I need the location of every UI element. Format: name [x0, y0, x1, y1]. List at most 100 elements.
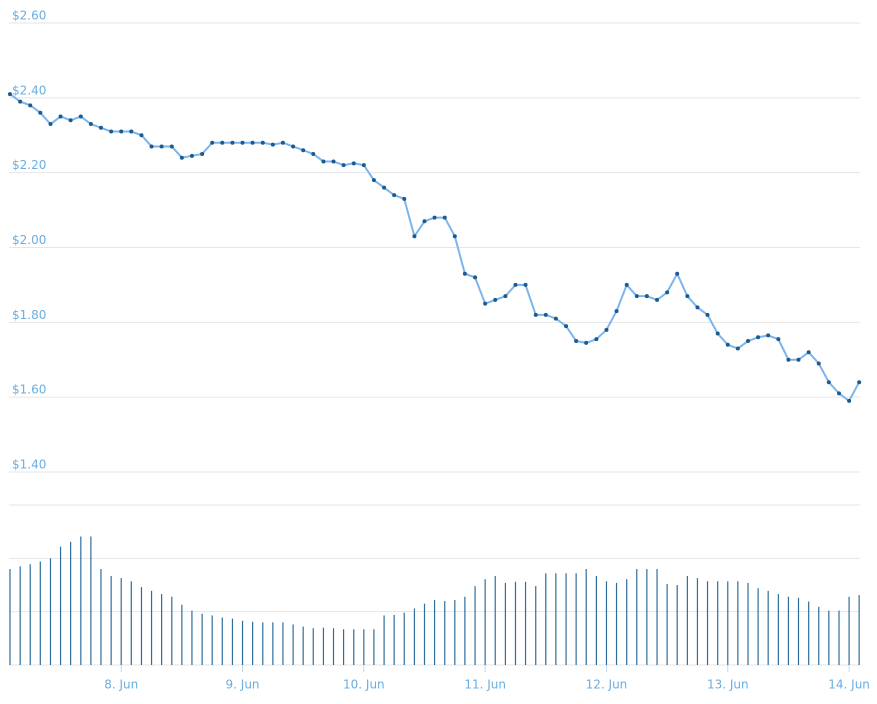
- price-point: [311, 151, 316, 156]
- volume-bar: [221, 617, 223, 665]
- volume-bar: [828, 610, 830, 665]
- volume-bar: [757, 588, 759, 665]
- x-tick-label: 12. Jun: [586, 678, 628, 692]
- y-tick-label: $1.60: [12, 383, 46, 397]
- price-point: [574, 339, 579, 344]
- volume-bar: [737, 581, 739, 665]
- price-point: [604, 327, 609, 332]
- volume-bar: [181, 604, 183, 665]
- volume-bar: [140, 587, 143, 665]
- price-point: [564, 324, 569, 329]
- price-point: [462, 271, 467, 276]
- x-tick-label: 9. Jun: [226, 678, 260, 692]
- volume-bar: [251, 621, 254, 665]
- price-point: [837, 391, 842, 396]
- price-point: [371, 178, 376, 183]
- volume-bar: [727, 581, 729, 665]
- price-point: [250, 140, 255, 145]
- price-point: [68, 118, 73, 123]
- volume-bar: [565, 573, 567, 665]
- y-tick-label: $2.00: [12, 233, 46, 247]
- y-tick-label: $2.40: [12, 83, 46, 97]
- price-point: [38, 110, 43, 115]
- x-tick-label: 10. Jun: [343, 678, 385, 692]
- x-tick-label: 8. Jun: [104, 678, 138, 692]
- volume-bar: [626, 579, 628, 665]
- price-point: [826, 380, 831, 385]
- volume-bar: [211, 615, 213, 665]
- price-point: [48, 122, 53, 127]
- volume-bar: [413, 608, 416, 665]
- price-point: [847, 398, 852, 403]
- volume-bar: [322, 627, 325, 665]
- volume-bar: [70, 541, 72, 665]
- volume-bar: [110, 575, 112, 665]
- price-point: [624, 282, 629, 287]
- volume-bar: [130, 581, 132, 665]
- price-point: [655, 297, 660, 302]
- price-point: [594, 337, 599, 342]
- volume-bar: [231, 618, 234, 665]
- price-point: [169, 144, 174, 149]
- volume-bar: [59, 546, 62, 665]
- price-point: [382, 185, 387, 190]
- price-point: [402, 196, 407, 201]
- price-point: [473, 275, 478, 280]
- volume-bar: [504, 582, 507, 665]
- price-point: [58, 114, 63, 119]
- volume-bar: [191, 610, 193, 665]
- price-point: [392, 193, 397, 198]
- price-point: [422, 219, 427, 224]
- volume-bar: [120, 578, 122, 665]
- price-point: [685, 294, 690, 299]
- volume-bar: [9, 569, 11, 665]
- volume-bar: [342, 629, 345, 665]
- price-point: [220, 140, 225, 145]
- volume-bar: [383, 615, 385, 665]
- volume-bar: [90, 536, 92, 665]
- volume-bar: [838, 610, 840, 665]
- price-point: [746, 339, 751, 344]
- price-point: [725, 342, 730, 347]
- volume-bar: [332, 628, 335, 665]
- price-point: [291, 144, 296, 149]
- price-point: [786, 357, 791, 362]
- volume-bar: [646, 569, 648, 665]
- price-point: [816, 361, 821, 366]
- price-point: [503, 294, 508, 299]
- price-point: [7, 92, 12, 97]
- price-point: [442, 215, 447, 220]
- x-tick-label: 13. Jun: [707, 678, 749, 692]
- price-point: [675, 271, 680, 276]
- volume-bar: [484, 579, 486, 665]
- volume-bar: [39, 561, 41, 665]
- price-point: [179, 155, 184, 160]
- price-point: [88, 122, 93, 127]
- volume-bar: [636, 569, 638, 665]
- volume-bar: [808, 601, 810, 665]
- price-point: [806, 350, 811, 355]
- price-point: [523, 282, 528, 287]
- price-point: [432, 215, 437, 220]
- volume-bar: [858, 595, 860, 665]
- price-point: [98, 125, 103, 130]
- price-point: [766, 333, 771, 338]
- volume-bar: [49, 558, 52, 665]
- price-point: [321, 159, 326, 164]
- volume-bar: [433, 599, 436, 665]
- volume-bar: [312, 628, 314, 665]
- price-point: [28, 103, 33, 108]
- volume-bar: [272, 622, 274, 665]
- volume-bar: [393, 614, 395, 665]
- volume-bar: [474, 586, 476, 665]
- price-point: [493, 297, 498, 302]
- price-point: [756, 335, 761, 340]
- volume-bar: [201, 613, 203, 665]
- price-point: [796, 357, 801, 362]
- price-point: [78, 114, 83, 119]
- volume-bar: [696, 578, 699, 665]
- volume-bar: [464, 596, 466, 665]
- price-point: [584, 340, 589, 345]
- price-point: [857, 380, 862, 385]
- volume-bar: [767, 590, 769, 665]
